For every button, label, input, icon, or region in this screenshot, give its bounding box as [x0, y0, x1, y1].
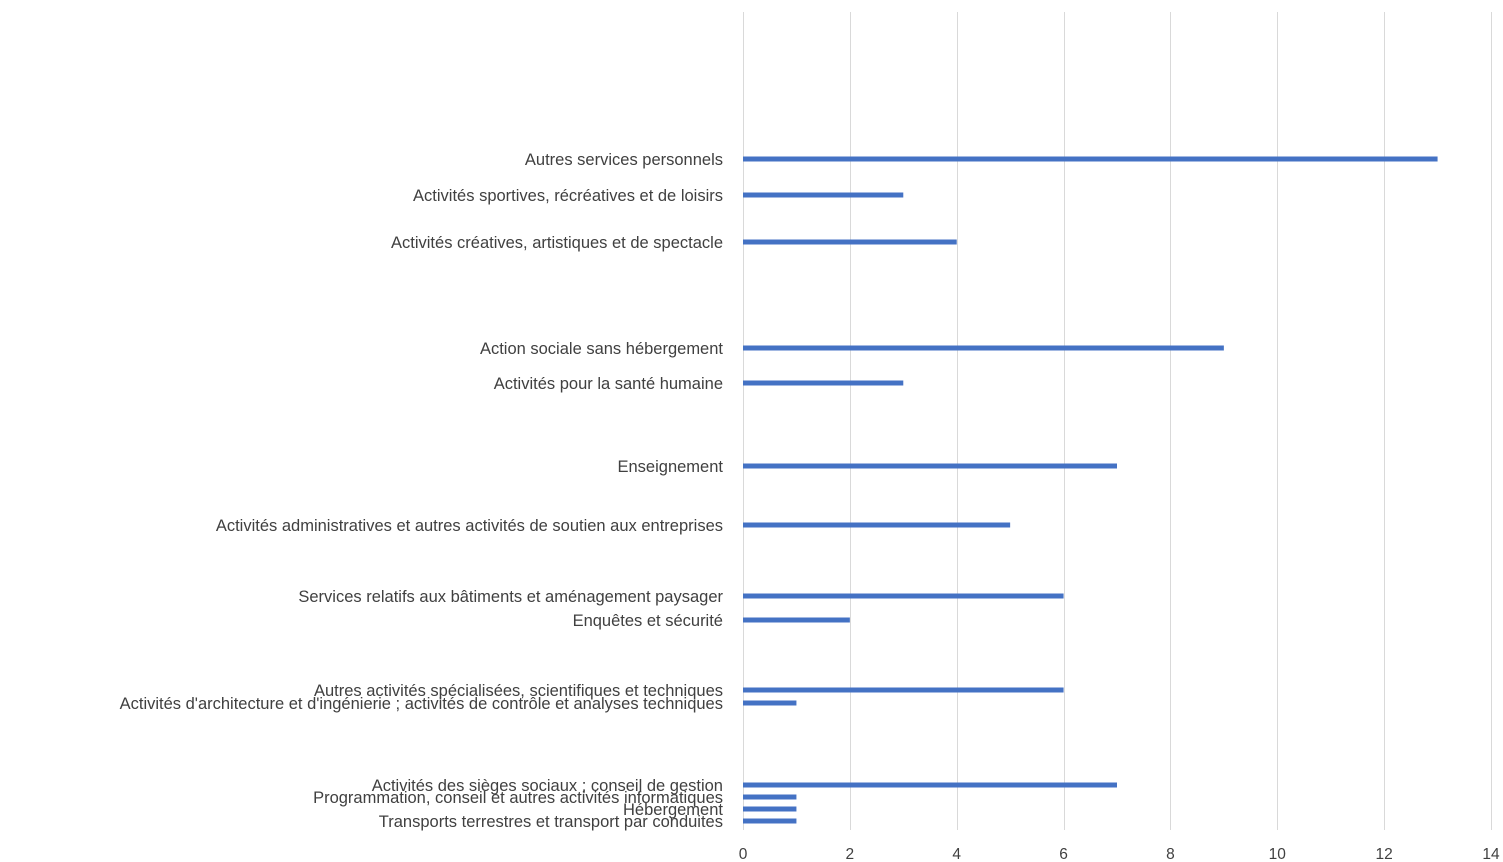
bar [743, 345, 1224, 351]
bar [743, 700, 797, 706]
bar [743, 806, 797, 812]
category-label: Enquêtes et sécurité [573, 612, 723, 630]
bar [743, 782, 1117, 788]
x-tick-label: 4 [952, 846, 961, 862]
x-tick-label: 12 [1376, 846, 1393, 862]
category-label: Activités d'architecture et d'ingénierie… [120, 695, 723, 713]
bar [743, 156, 1438, 162]
bar [743, 617, 850, 623]
category-label: Autres services personnels [525, 151, 723, 169]
bar [743, 522, 1011, 528]
category-label: Enseignement [618, 458, 724, 476]
category-label: Services relatifs aux bâtiments et aména… [298, 588, 723, 606]
bar [743, 818, 797, 824]
gridlines [743, 12, 1492, 830]
bar [743, 794, 797, 800]
bar [743, 380, 904, 386]
category-label: Hébergement [623, 801, 723, 819]
bar [743, 463, 1117, 469]
bar [743, 593, 1064, 599]
x-tick-label: 6 [1059, 846, 1068, 862]
bars [743, 156, 1438, 824]
category-label: Action sociale sans hébergement [480, 340, 723, 358]
x-tick-label: 14 [1482, 846, 1500, 862]
category-label: Activités créatives, artistiques et de s… [391, 234, 723, 252]
category-label: Activités sportives, récréatives et de l… [413, 187, 723, 205]
bar [743, 239, 957, 245]
category-label: Activités pour la santé humaine [494, 375, 723, 393]
category-label: Programmation, conseil et autres activit… [313, 789, 723, 807]
category-label: Activités administratives et autres acti… [216, 517, 723, 535]
bar [743, 687, 1064, 693]
category-label: Activités des sièges sociaux ; conseil d… [372, 777, 723, 795]
x-tick-label: 0 [739, 846, 748, 862]
category-label: Transports terrestres et transport par c… [379, 813, 723, 831]
category-label: Autres activités spécialisées, scientifi… [314, 682, 723, 700]
x-tick-label: 8 [1166, 846, 1175, 862]
x-axis-tick-labels: 0 2 4 6 8 10 12 14 [739, 846, 1500, 862]
category-labels: Autres services personnels Activités spor… [120, 151, 724, 831]
x-tick-label: 2 [846, 846, 855, 862]
x-tick-label: 10 [1269, 846, 1287, 862]
bar [743, 192, 904, 198]
